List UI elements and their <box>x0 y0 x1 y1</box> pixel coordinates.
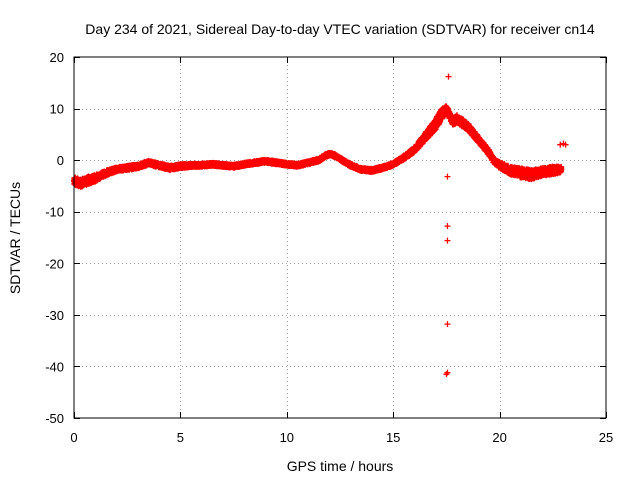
grid-lines <box>74 57 606 418</box>
data-points <box>70 73 569 378</box>
